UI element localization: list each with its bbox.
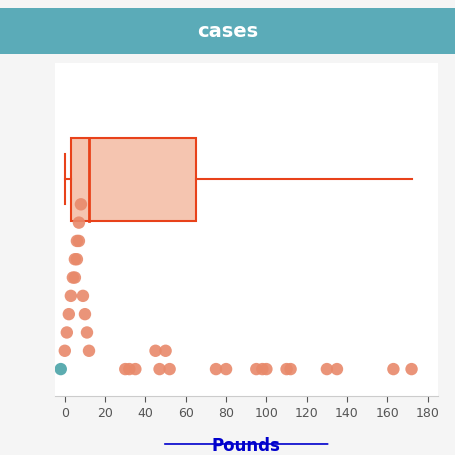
Point xyxy=(63,329,71,336)
Point xyxy=(85,347,92,354)
Point xyxy=(333,366,340,373)
Point xyxy=(156,366,163,373)
Point xyxy=(73,238,81,245)
Point xyxy=(282,366,289,373)
Point xyxy=(61,347,68,354)
Point xyxy=(79,293,86,300)
Point xyxy=(65,311,72,318)
Point xyxy=(389,366,396,373)
Point xyxy=(75,238,82,245)
Point xyxy=(212,366,219,373)
Point xyxy=(69,274,76,282)
Point xyxy=(75,219,82,227)
Point xyxy=(77,201,84,208)
Point xyxy=(262,366,269,373)
Point xyxy=(166,366,173,373)
Point xyxy=(121,366,129,373)
Point xyxy=(83,329,91,336)
Point xyxy=(152,347,159,354)
Point xyxy=(323,366,330,373)
Point xyxy=(71,274,78,282)
Point xyxy=(81,311,88,318)
Point xyxy=(258,366,265,373)
Text: Pounds: Pounds xyxy=(211,436,280,454)
Point xyxy=(57,366,64,373)
Point xyxy=(67,293,74,300)
Point xyxy=(407,366,415,373)
Text: cases: cases xyxy=(197,22,258,41)
Point xyxy=(131,366,139,373)
Point xyxy=(162,347,169,354)
Point xyxy=(286,366,293,373)
Bar xyxy=(71,138,195,222)
Point xyxy=(71,256,78,263)
Point xyxy=(252,366,259,373)
Point xyxy=(222,366,229,373)
Point xyxy=(73,256,81,263)
Point xyxy=(126,366,133,373)
